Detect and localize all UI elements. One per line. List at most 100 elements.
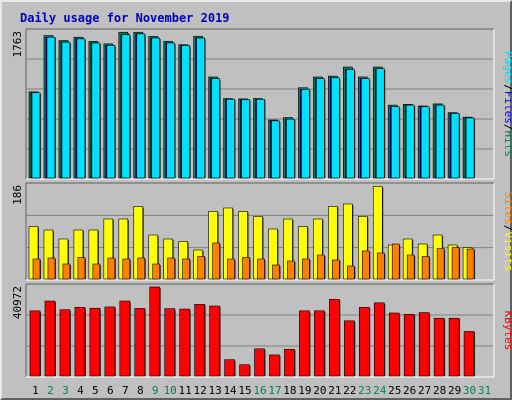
kbytes-bar [209, 305, 220, 377]
x-tick-day: 8 [137, 384, 144, 397]
sites-bar [317, 254, 325, 280]
x-tick-day: 25 [388, 384, 401, 397]
pages-bar [211, 78, 220, 179]
pages-bar [31, 92, 41, 179]
x-tick-day: 16 [253, 384, 266, 397]
pages-bar [76, 38, 86, 179]
pages-bar [196, 37, 205, 179]
pages-bar [226, 99, 235, 179]
sites-bar [466, 248, 475, 280]
legend-entry: Files [502, 91, 512, 124]
kbytes-bar [179, 308, 190, 377]
x-tick-day: 29 [448, 384, 461, 397]
kbytes-bar [104, 306, 116, 377]
panel-legend: Pages/Files/Hits [502, 51, 512, 157]
kbytes-bar [373, 302, 385, 377]
x-tick-day: 6 [107, 384, 114, 397]
x-axis-day-labels: 1 2 3 4 5 6 7 8 9 10 11 12 13 14 15 16 17 18 19 20 21 22 23 24 2… [32, 384, 491, 397]
sites-bar [302, 258, 310, 280]
pages-bar [420, 106, 430, 179]
x-tick-day: 14 [223, 384, 237, 397]
legend-entry: KBytes [502, 311, 512, 351]
panel-2: 186 Sites/Visits [11, 182, 512, 281]
sites-bar [287, 260, 295, 280]
y-max-label: 40972 [11, 286, 24, 319]
pages-bar [106, 45, 116, 179]
pages-bar [390, 106, 400, 179]
pages-bar [346, 69, 355, 179]
kbytes-bar [284, 348, 295, 377]
pages-bar [181, 45, 190, 179]
sites-bar [257, 258, 265, 280]
kbytes-bar [224, 359, 235, 377]
sites-bar [227, 258, 235, 280]
kbytes-bar [269, 354, 280, 377]
x-tick-day: 9 [152, 384, 159, 397]
pages-bar [271, 120, 280, 179]
y-max-label: 186 [11, 185, 24, 205]
sites-bar [242, 257, 250, 280]
x-tick-day: 4 [77, 384, 84, 397]
sites-bar [47, 257, 56, 280]
kbytes-bar [433, 317, 445, 377]
sites-bar [62, 263, 71, 280]
x-tick-day: 28 [433, 384, 446, 397]
sites-bar [332, 259, 340, 280]
x-tick-day: 22 [343, 384, 356, 397]
x-tick-day: 27 [418, 384, 431, 397]
sites-bar [77, 257, 86, 280]
x-tick-day: 23 [358, 384, 371, 397]
x-tick-day: 11 [179, 384, 192, 397]
sites-bar [197, 256, 205, 280]
kbytes-bar [418, 312, 430, 377]
kbytes-bar [29, 310, 41, 377]
legend-entry: / [502, 124, 512, 131]
pages-bar [151, 37, 161, 179]
x-tick-day: 21 [328, 384, 341, 397]
legend-entry: / [502, 225, 512, 232]
kbytes-bar [254, 348, 265, 377]
sites-bar [167, 257, 176, 280]
pages-bar [465, 117, 475, 179]
sites-bar [451, 247, 460, 280]
pages-bar [91, 42, 101, 179]
pages-bar [61, 41, 71, 179]
pages-bar [241, 99, 250, 179]
kbytes-bar [74, 307, 86, 377]
sites-bar [391, 243, 400, 280]
pages-bar [450, 113, 460, 179]
x-tick-day: 18 [283, 384, 296, 397]
kbytes-bar [358, 307, 370, 377]
panel-3: 40972 KBytes [11, 283, 512, 378]
pages-bar [121, 34, 131, 179]
x-tick-day: 15 [238, 384, 251, 397]
pages-bar [256, 99, 265, 179]
kbytes-bar [194, 304, 205, 377]
sites-bar [436, 248, 445, 280]
pages-bar [166, 42, 176, 179]
legend-entry: Sites [502, 192, 512, 225]
pages-bar [405, 104, 415, 179]
pages-bar [360, 78, 370, 179]
kbytes-bar [44, 300, 56, 377]
panel-legend: Sites/Visits [502, 192, 512, 272]
legend-entry: Hits [502, 131, 512, 158]
x-tick-day: 2 [47, 384, 54, 397]
kbytes-bar [164, 308, 176, 377]
x-tick-day: 19 [298, 384, 311, 397]
sites-bar [421, 256, 430, 280]
kbytes-bar [388, 312, 400, 377]
sites-bar [107, 257, 116, 280]
x-tick-day: 31 [478, 384, 491, 397]
pages-bar [136, 33, 146, 179]
x-tick-day: 30 [463, 384, 476, 397]
sites-bar [272, 264, 280, 280]
legend-entry: / [502, 84, 512, 91]
x-tick-day: 10 [164, 384, 177, 397]
kbytes-bar [89, 307, 101, 377]
pages-bar [316, 78, 325, 179]
